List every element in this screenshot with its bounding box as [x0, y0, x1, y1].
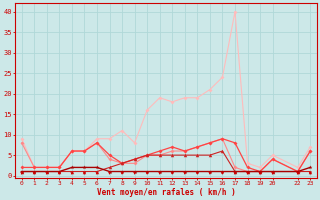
X-axis label: Vent moyen/en rafales ( km/h ): Vent moyen/en rafales ( km/h )	[97, 188, 236, 197]
